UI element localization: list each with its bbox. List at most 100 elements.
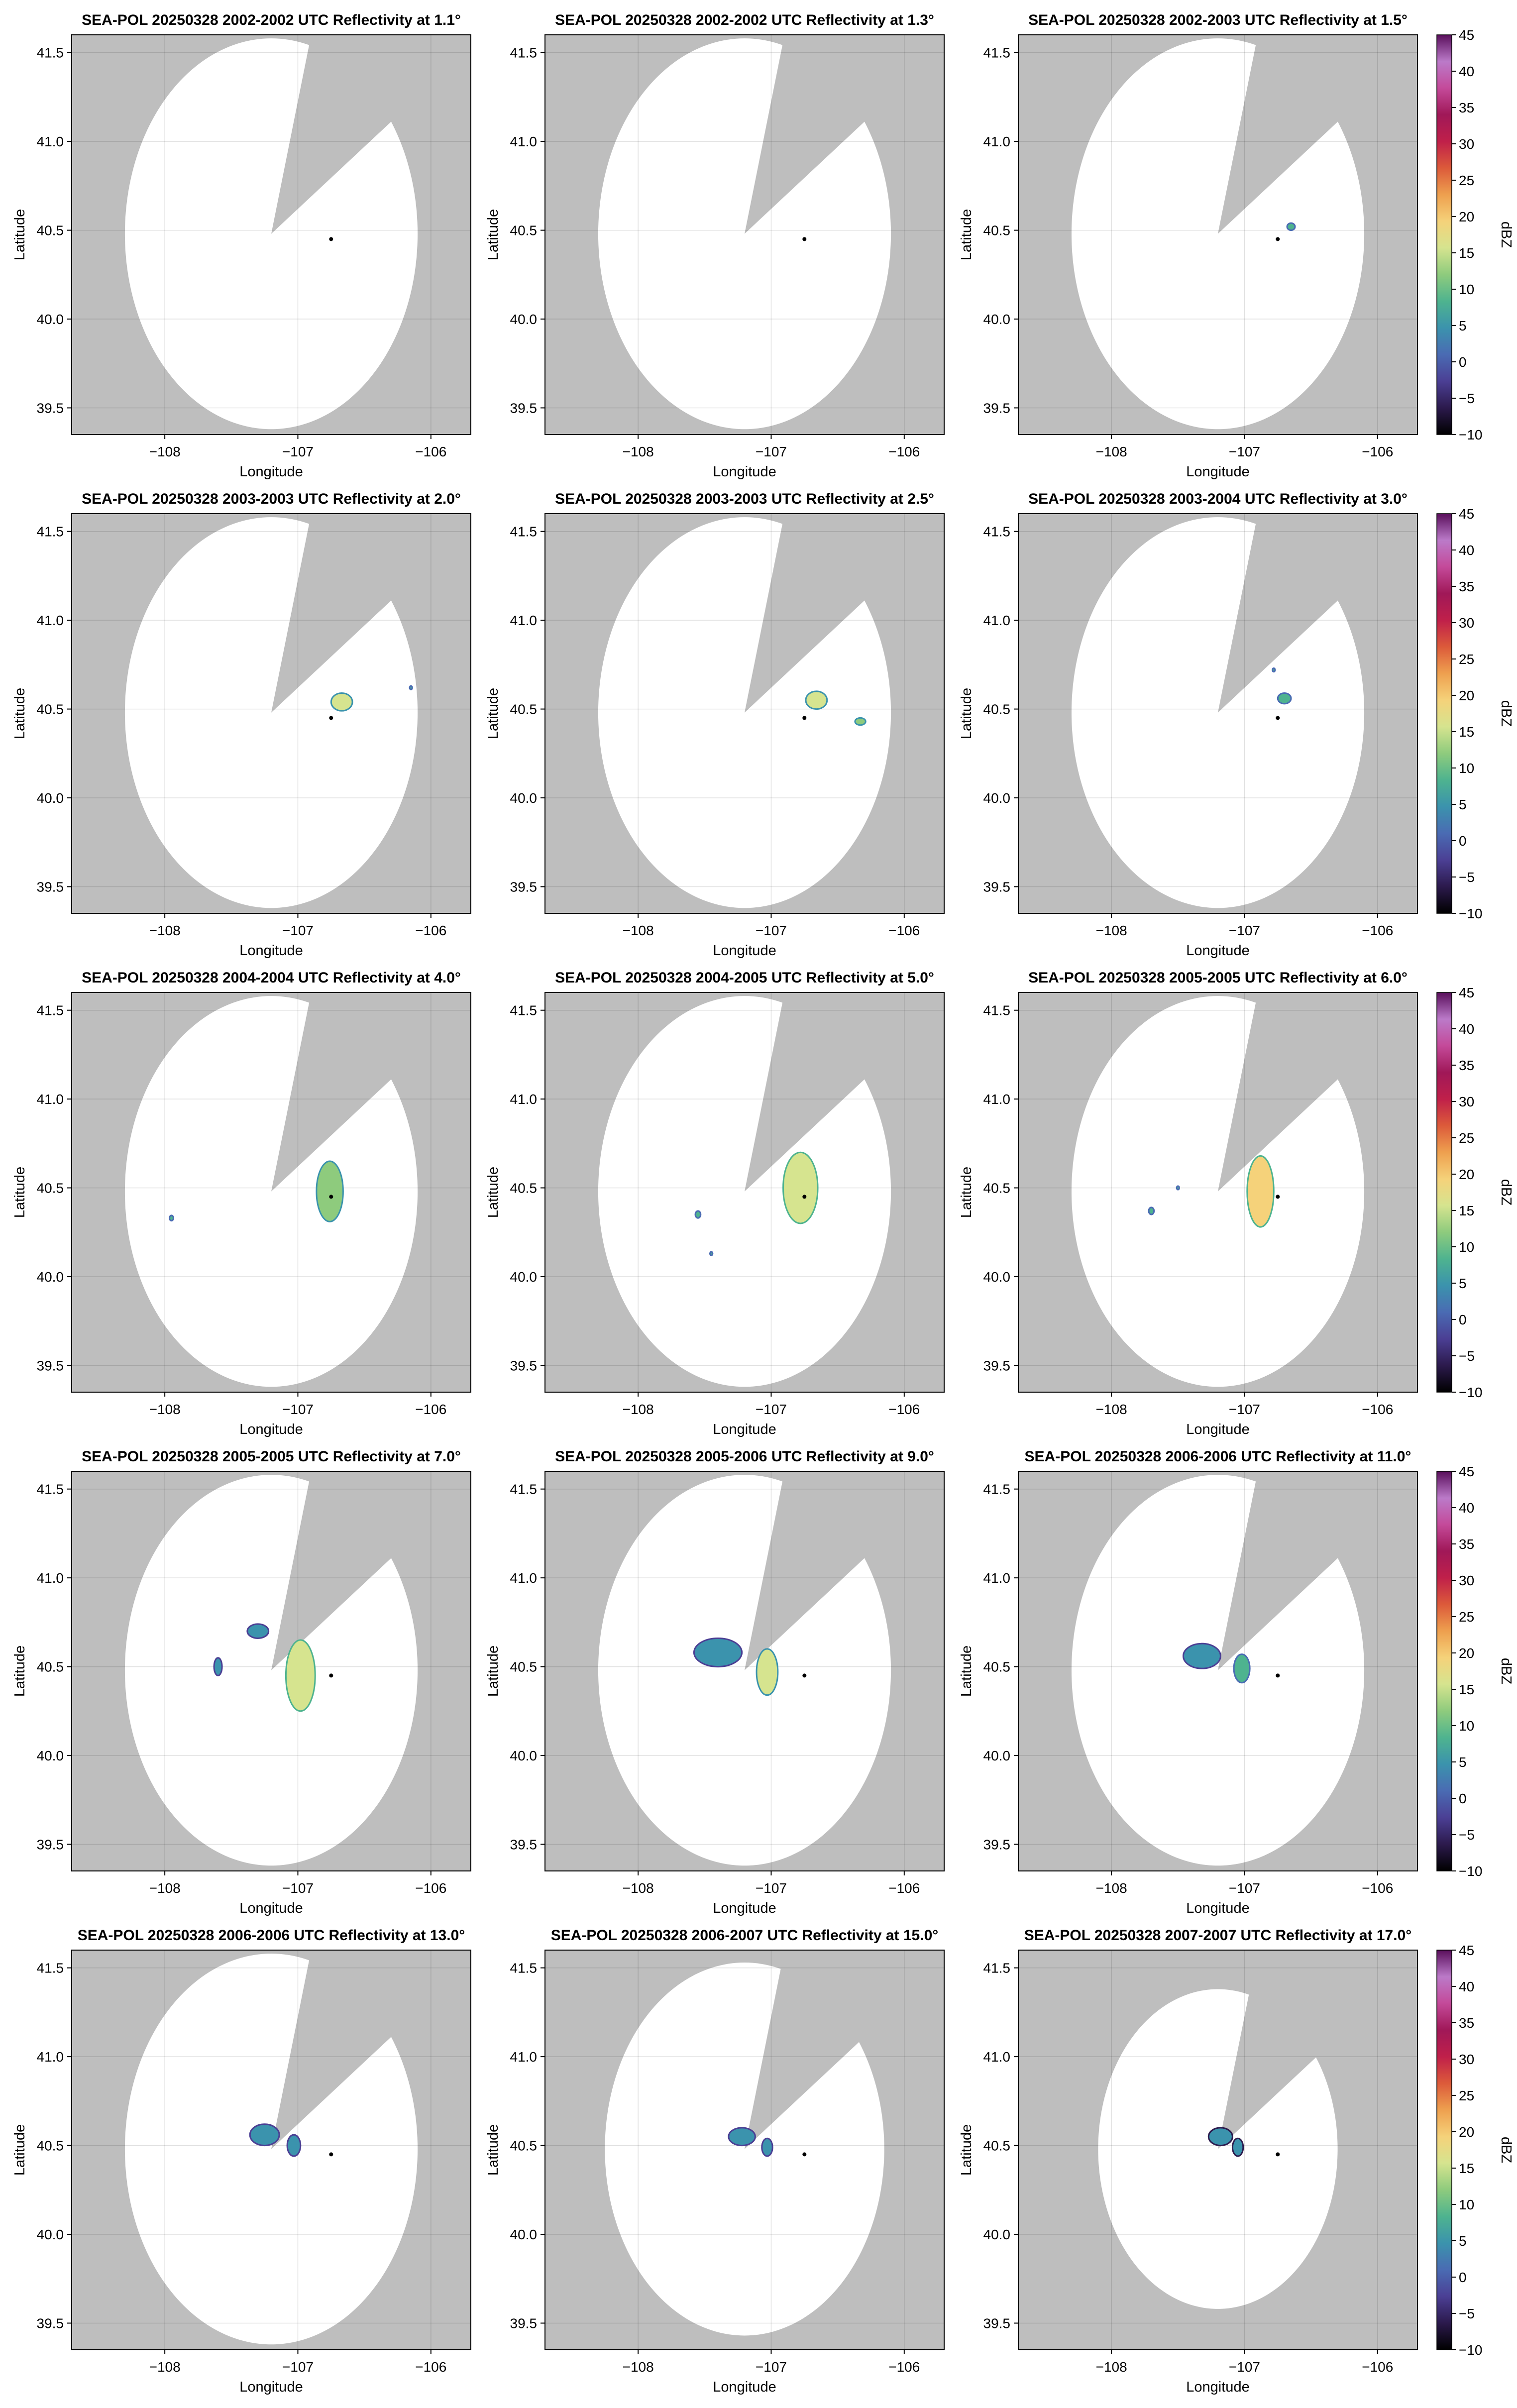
colorbar-tick-label: −5	[1459, 391, 1475, 406]
y-tick-label: 40.5	[510, 223, 538, 238]
x-tick-label: −107	[282, 923, 314, 938]
y-tick-label: 41.5	[37, 1961, 64, 1976]
x-tick-label: −108	[1096, 1402, 1127, 1417]
x-tick-label: −107	[1229, 2359, 1260, 2375]
y-tick-label: 40.0	[510, 312, 538, 327]
reflectivity-echo	[693, 1637, 743, 1668]
y-tick-label: 41.5	[983, 45, 1011, 61]
plot-frame	[1018, 1471, 1418, 1871]
radar-coverage-area	[124, 1475, 418, 1866]
x-tick-label: −107	[282, 1880, 314, 1896]
y-axis-label: Latitude	[12, 1167, 28, 1218]
x-axis-label: Longitude	[1186, 1900, 1249, 1916]
x-tick-label: −106	[888, 444, 920, 459]
plot-frame	[544, 34, 945, 435]
y-tick-label: 40.0	[37, 1269, 64, 1285]
y-tick-label: 40.5	[983, 223, 1011, 238]
reflectivity-echo	[761, 2137, 773, 2157]
reflectivity-echo	[1176, 1185, 1180, 1191]
y-tick-label: 40.0	[510, 1748, 538, 1763]
y-tick-label: 40.0	[983, 1748, 1011, 1763]
y-tick-label: 41.5	[510, 1003, 538, 1018]
reflectivity-echo	[285, 1639, 316, 1712]
reflectivity-echo	[1233, 1653, 1251, 1684]
panel-title: SEA-POL 20250328 2006-2006 UTC Reflectiv…	[1025, 1448, 1411, 1465]
y-axis-label: Latitude	[12, 209, 28, 260]
y-tick-label: 41.5	[510, 45, 538, 61]
x-tick-label: −107	[1229, 1402, 1260, 1417]
radar-site-marker	[329, 716, 333, 720]
x-axis-label: Longitude	[239, 943, 303, 959]
radar-coverage-area	[598, 996, 891, 1387]
x-axis-label: Longitude	[1186, 464, 1249, 480]
colorbar-tick-label: 15	[1459, 724, 1474, 740]
colorbar-tick-label: 10	[1459, 761, 1474, 776]
y-tick-label: 41.5	[983, 1003, 1011, 1018]
radar-panel-3: SEA-POL 20250328 2002-2003 UTC Reflectiv…	[959, 12, 1418, 480]
plot-frame	[544, 513, 945, 914]
radar-coverage-area	[124, 517, 418, 908]
radar-panel-8: SEA-POL 20250328 2004-2005 UTC Reflectiv…	[485, 970, 945, 1437]
y-axis-label: Latitude	[12, 2124, 28, 2176]
x-tick-label: −108	[149, 923, 181, 938]
radar-panel-10: SEA-POL 20250328 2005-2005 UTC Reflectiv…	[12, 1448, 471, 1916]
x-axis-label: Longitude	[1186, 1422, 1249, 1437]
colorbar-tick-label: −5	[1459, 2306, 1475, 2321]
colorbar-tick-label: 30	[1459, 1573, 1474, 1588]
panel-title: SEA-POL 20250328 2006-2006 UTC Reflectiv…	[78, 1927, 465, 1944]
reflectivity-echo	[782, 1151, 819, 1224]
y-tick-label: 41.5	[510, 1482, 538, 1497]
colorbar-tick-label: 35	[1459, 100, 1474, 115]
reflectivity-echo	[1207, 2127, 1233, 2147]
colorbar-tick-label: 20	[1459, 209, 1474, 224]
y-tick-label: 40.5	[510, 702, 538, 717]
x-tick-label: −106	[888, 1402, 920, 1417]
reflectivity-echo	[246, 1623, 270, 1639]
x-tick-label: −106	[415, 1880, 446, 1896]
radar-coverage-area	[1071, 996, 1365, 1387]
y-tick-label: 40.0	[37, 312, 64, 327]
x-tick-label: −106	[415, 923, 446, 938]
x-axis-label: Longitude	[713, 943, 776, 959]
x-tick-label: −108	[623, 444, 654, 459]
x-tick-label: −106	[888, 923, 920, 938]
plot-frame	[71, 513, 471, 914]
x-tick-label: −108	[623, 2359, 654, 2375]
y-tick-label: 41.5	[983, 524, 1011, 540]
x-tick-label: −107	[1229, 444, 1260, 459]
y-tick-label: 41.5	[37, 45, 64, 61]
x-tick-label: −106	[1362, 1402, 1393, 1417]
colorbar-tick-label: 25	[1459, 652, 1474, 667]
x-tick-label: −108	[623, 1880, 654, 1896]
colorbar-tick-label: 40	[1459, 1979, 1474, 1994]
y-tick-label: 40.0	[37, 2227, 64, 2242]
y-axis-label: Latitude	[485, 209, 501, 260]
colorbar-gradient	[1436, 34, 1452, 435]
radar-coverage-area	[1071, 38, 1365, 430]
panel-title: SEA-POL 20250328 2004-2004 UTC Reflectiv…	[82, 970, 461, 986]
panel-title: SEA-POL 20250328 2003-2003 UTC Reflectiv…	[555, 491, 934, 507]
plot-frame	[1018, 513, 1418, 914]
x-axis-label: Longitude	[713, 1900, 776, 1916]
x-tick-label: −108	[1096, 923, 1127, 938]
colorbar-tick-label: 35	[1459, 1536, 1474, 1552]
y-tick-label: 40.0	[510, 2227, 538, 2242]
colorbar-tick-label: 45	[1459, 1464, 1474, 1479]
radar-coverage-area	[605, 1962, 884, 2336]
radar-panel-9: SEA-POL 20250328 2005-2005 UTC Reflectiv…	[959, 970, 1418, 1437]
y-axis-label: Latitude	[485, 1645, 501, 1697]
colorbar-tick-label: 45	[1459, 27, 1474, 43]
radar-panel-4: SEA-POL 20250328 2003-2003 UTC Reflectiv…	[12, 491, 471, 959]
plot-frame	[544, 1950, 945, 2350]
y-tick-label: 41.0	[983, 1092, 1011, 1107]
radar-site-marker	[329, 1195, 333, 1199]
colorbar-tick-label: 40	[1459, 64, 1474, 79]
y-tick-label: 41.5	[37, 1003, 64, 1018]
colorbar: 45 40 35 30 25 20 15 10 5 0 −5 −10 dBZ	[1436, 27, 1514, 442]
colorbar-tick-label: 25	[1459, 173, 1474, 188]
reflectivity-echo	[1286, 222, 1296, 231]
colorbar-tick-label: 5	[1459, 2233, 1467, 2249]
y-tick-label: 39.5	[510, 400, 538, 416]
y-axis-label: Latitude	[485, 688, 501, 739]
